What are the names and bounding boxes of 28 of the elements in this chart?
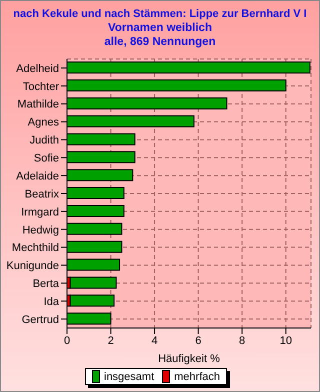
y-tick-label: Berta: [32, 278, 60, 290]
x-axis-title: Häufigkeit %: [158, 353, 220, 365]
y-tick-label: Mathilde: [17, 98, 59, 111]
legend-label: insgesamt: [103, 370, 154, 383]
x-tick-label: 6: [195, 334, 202, 347]
y-tick-label: Sofie: [34, 152, 59, 165]
y-tick-label: Gertrud: [22, 314, 59, 326]
x-tick-label: 10: [280, 334, 292, 347]
x-tick-label: 8: [239, 334, 246, 347]
chart-subtitle: Vornamen weiblich alle, 869 Nennungen: [103, 21, 217, 49]
y-tick-label: Beatrix: [24, 188, 60, 200]
y-tick-label: Adelheid: [16, 62, 59, 75]
y-tick-label: Mechthild: [12, 242, 59, 254]
bar: [70, 294, 115, 307]
bar: [70, 276, 117, 289]
y-tick-label: Tochter: [22, 80, 60, 93]
y-tick-label: Hedwig: [22, 224, 59, 236]
y-tick-label: Kunigunde: [6, 260, 59, 272]
x-tick-label: 0: [64, 334, 70, 347]
y-tick-label: Adelaide: [16, 170, 59, 182]
x-tick-label: 2: [108, 334, 114, 347]
y-tick-label: Judith: [30, 134, 59, 147]
x-tick-label: 4: [151, 334, 158, 347]
y-tick-label: Ida: [44, 296, 60, 308]
chart-title: nach Kekule und nach Stämmen: Lippe zur Bernhard V I: [12, 7, 308, 21]
y-tick-label: Agnes: [28, 116, 60, 129]
y-tick-label: Irmgard: [21, 206, 59, 218]
legend-label: mehrfach: [173, 370, 220, 383]
